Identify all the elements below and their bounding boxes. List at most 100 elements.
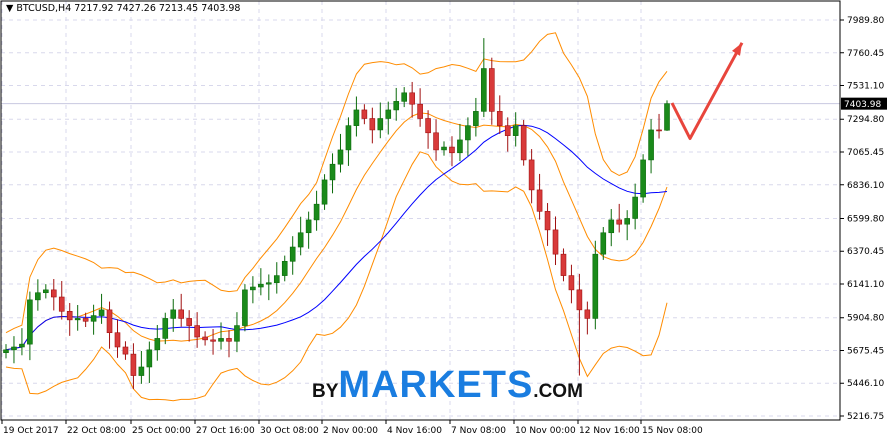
candle-body — [560, 253, 567, 276]
candle-body — [250, 286, 256, 291]
candle-body — [82, 318, 89, 322]
y-tick-label: 7294.80 — [847, 115, 884, 125]
candle-body — [369, 118, 376, 131]
candle-body — [258, 283, 264, 288]
candle-body — [544, 211, 551, 231]
candle-body — [584, 309, 591, 319]
candle-body — [202, 336, 208, 341]
y-tick-label: 7531.10 — [847, 82, 884, 92]
candle-body — [353, 109, 360, 126]
y-tick-label: 7065.45 — [847, 148, 884, 158]
candle-body — [496, 111, 503, 126]
candle-body — [74, 318, 81, 321]
y-tick-label: 6370.45 — [847, 247, 884, 257]
candle-body — [186, 318, 192, 326]
x-tick-label: 27 Oct 16:00 — [196, 426, 255, 436]
candle-body — [656, 129, 662, 132]
candle-body — [138, 366, 145, 376]
candle-body — [162, 318, 169, 339]
candle-body — [170, 309, 177, 319]
candle-body — [114, 332, 121, 348]
candle-body — [281, 261, 288, 276]
x-tick-label: 19 Oct 2017 — [3, 426, 59, 436]
candle-body — [457, 139, 463, 154]
candle-body — [90, 315, 97, 322]
candle-body — [218, 338, 224, 342]
candle-body — [146, 349, 153, 368]
candle-body — [122, 346, 129, 355]
candle-body — [409, 92, 415, 105]
y-tick-label: 5675.45 — [847, 346, 884, 356]
arrow-head-icon — [732, 42, 742, 56]
y-tick-label: 7760.45 — [847, 49, 884, 59]
candle-body — [194, 325, 200, 338]
candle-body — [98, 309, 105, 316]
candle-body — [35, 292, 41, 301]
candle-body — [393, 101, 400, 111]
y-tick-label: 6836.10 — [847, 181, 884, 191]
candle-body — [289, 246, 296, 262]
candle-body — [616, 219, 623, 225]
candle-body — [441, 146, 447, 151]
candle-body — [106, 309, 113, 334]
candle-body — [512, 125, 519, 136]
chart-header: ▼ BTCUSD,H4 7217.92 7427.26 7213.45 7403… — [6, 3, 240, 14]
logo-by: BY — [312, 381, 339, 402]
candle-body — [640, 159, 646, 198]
candle-body — [329, 163, 336, 181]
candle-body — [401, 92, 407, 102]
bollinger-upper-band — [5, 32, 668, 334]
candle-body — [608, 219, 615, 234]
candle-body — [337, 149, 344, 165]
candle-body — [600, 232, 607, 255]
bollinger-lower-band — [5, 151, 668, 402]
x-tick-label: 12 Nov 16:00 — [579, 426, 640, 436]
candle-body — [210, 339, 216, 342]
candle-body — [528, 159, 535, 191]
candle-body — [592, 253, 599, 319]
x-tick-label: 30 Oct 08:00 — [260, 426, 319, 436]
candle-body — [465, 125, 471, 141]
x-tick-label: 15 Nov 08:00 — [642, 426, 703, 436]
chart-frame — [0, 0, 841, 421]
candle-body — [632, 196, 638, 219]
y-tick-label: 5446.10 — [847, 379, 884, 389]
candle-body — [66, 310, 73, 321]
logo-com: .COM — [533, 381, 583, 402]
candle-body — [361, 109, 368, 119]
candle-body — [504, 125, 511, 136]
y-tick-label: 6599.80 — [847, 214, 884, 224]
candle-body — [266, 282, 272, 285]
candle-body — [536, 189, 543, 212]
candle-body — [377, 118, 384, 131]
y-tick-label: 5904.80 — [847, 314, 884, 324]
candle-body — [321, 179, 328, 205]
candle-body — [11, 346, 17, 351]
x-tick-label: 2 Nov 00:00 — [323, 426, 378, 436]
candle-body — [481, 68, 487, 112]
candle-body — [234, 325, 240, 342]
x-tick-label: 10 Nov 00:00 — [515, 426, 576, 436]
candle-body — [473, 111, 479, 126]
symbol-label: BTCUSD,H4 — [16, 3, 72, 14]
candle-body — [130, 353, 137, 376]
watermark-logo: BYMARKETS.COM — [312, 364, 583, 407]
x-tick-label: 7 Nov 08:00 — [451, 426, 506, 436]
candle-body — [648, 129, 654, 161]
candle-body — [297, 232, 304, 248]
candle-body — [425, 118, 431, 134]
y-tick-label: 5216.75 — [847, 412, 884, 422]
collapse-triangle-icon[interactable]: ▼ — [6, 3, 14, 14]
forecast-arrow — [670, 42, 744, 140]
candle-body — [19, 343, 25, 348]
x-tick-label: 22 Oct 08:00 — [67, 426, 126, 436]
candle-body — [154, 338, 161, 351]
current-price-label: 7403.98 — [844, 100, 881, 110]
candle-body — [273, 275, 280, 284]
candle-body — [305, 219, 312, 234]
candle-body — [552, 229, 559, 255]
candle-body — [178, 309, 185, 319]
bollinger-middle-band — [5, 112, 668, 351]
